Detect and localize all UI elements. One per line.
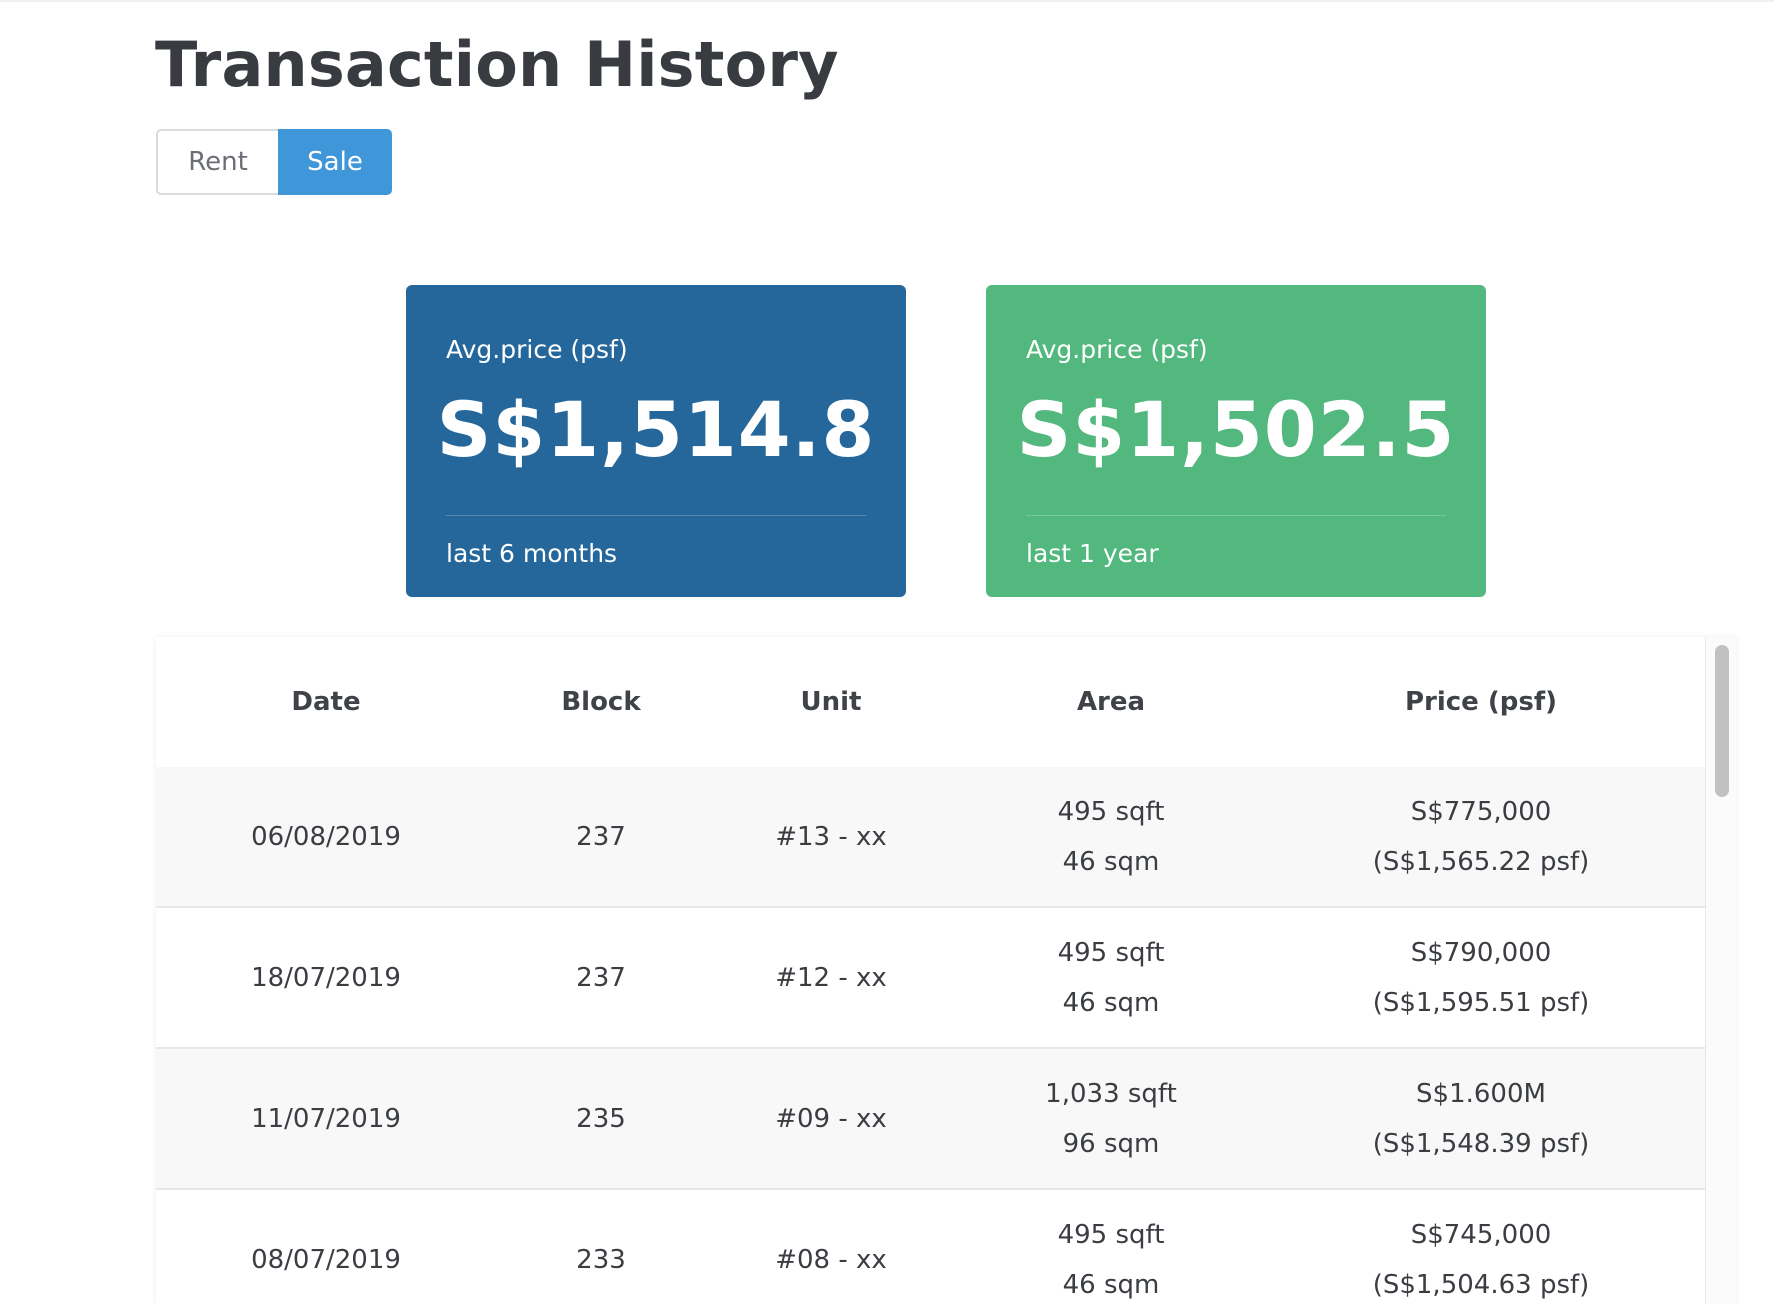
- table-row: 08/07/2019 233 #08 - xx 495 sqft 46 sqm …: [156, 1190, 1706, 1304]
- card-divider: [1026, 515, 1446, 516]
- cell-unit: #09 - xx: [775, 1103, 887, 1134]
- card-value: S$1,502.5: [1016, 385, 1456, 474]
- price-psf: (S$1,595.51 psf): [1372, 987, 1590, 1018]
- area-sqm: 46 sqm: [1062, 987, 1160, 1018]
- cell-unit: #08 - xx: [775, 1244, 887, 1275]
- card-period: last 6 months: [446, 539, 618, 568]
- area-sqm: 46 sqm: [1062, 1269, 1160, 1300]
- table-header: Date Block Unit Area Price (psf): [156, 637, 1706, 767]
- header-price[interactable]: Price (psf): [1404, 687, 1558, 717]
- cell-area: 1,033 sqft 96 sqm: [956, 1069, 1266, 1169]
- cell-price: S$745,000 (S$1,504.63 psf): [1266, 1210, 1696, 1304]
- cell-block: 233: [576, 1244, 626, 1275]
- cell-date: 06/08/2019: [251, 821, 401, 852]
- top-divider: [0, 0, 1774, 2]
- page-title: Transaction History: [155, 28, 839, 101]
- cell-block: 237: [576, 821, 626, 852]
- table-row: 06/08/2019 237 #13 - xx 495 sqft 46 sqm …: [156, 767, 1706, 908]
- area-sqm: 96 sqm: [1062, 1128, 1160, 1159]
- area-sqm: 46 sqm: [1062, 846, 1160, 877]
- cell-price: S$790,000 (S$1,595.51 psf): [1266, 928, 1696, 1028]
- table-scrollbar[interactable]: [1705, 637, 1736, 1304]
- price-psf: (S$1,548.39 psf): [1372, 1128, 1590, 1159]
- cell-area: 495 sqft 46 sqm: [956, 787, 1266, 887]
- transactions-table: Date Block Unit Area Price (psf) 06/08/2…: [156, 637, 1736, 1304]
- cell-price: S$775,000 (S$1,565.22 psf): [1266, 787, 1696, 887]
- card-period: last 1 year: [1026, 539, 1159, 568]
- price-total: S$1.600M: [1416, 1078, 1546, 1109]
- rent-sale-toggle: Rent Sale: [156, 129, 392, 195]
- rent-button[interactable]: Rent: [156, 129, 278, 195]
- cell-block: 235: [576, 1103, 626, 1134]
- card-label: Avg.price (psf): [1026, 335, 1208, 364]
- card-divider: [446, 515, 866, 516]
- cell-date: 18/07/2019: [251, 962, 401, 993]
- sale-button[interactable]: Sale: [278, 129, 392, 195]
- avg-price-1-year-card: Avg.price (psf) S$1,502.5 last 1 year: [986, 285, 1486, 597]
- cell-block: 237: [576, 962, 626, 993]
- price-total: S$775,000: [1410, 796, 1552, 827]
- table-scroll-area: Date Block Unit Area Price (psf) 06/08/2…: [156, 637, 1706, 1304]
- table-row: 18/07/2019 237 #12 - xx 495 sqft 46 sqm …: [156, 908, 1706, 1049]
- header-area[interactable]: Area: [1076, 687, 1146, 717]
- cell-area: 495 sqft 46 sqm: [956, 928, 1266, 1028]
- price-total: S$745,000: [1410, 1219, 1552, 1250]
- header-date[interactable]: Date: [291, 687, 361, 717]
- area-sqft: 1,033 sqft: [1045, 1078, 1177, 1109]
- cell-price: S$1.600M (S$1,548.39 psf): [1266, 1069, 1696, 1169]
- area-sqft: 495 sqft: [1057, 1219, 1165, 1250]
- cell-date: 11/07/2019: [251, 1103, 401, 1134]
- header-block[interactable]: Block: [561, 687, 641, 717]
- cell-area: 495 sqft 46 sqm: [956, 1210, 1266, 1304]
- card-value: S$1,514.8: [436, 385, 876, 474]
- area-sqft: 495 sqft: [1057, 937, 1165, 968]
- price-psf: (S$1,565.22 psf): [1372, 846, 1590, 877]
- avg-price-6-months-card: Avg.price (psf) S$1,514.8 last 6 months: [406, 285, 906, 597]
- table-row: 11/07/2019 235 #09 - xx 1,033 sqft 96 sq…: [156, 1049, 1706, 1190]
- price-total: S$790,000: [1410, 937, 1552, 968]
- card-label: Avg.price (psf): [446, 335, 628, 364]
- cell-date: 08/07/2019: [251, 1244, 401, 1275]
- cell-unit: #13 - xx: [775, 821, 887, 852]
- scrollbar-thumb[interactable]: [1715, 645, 1729, 797]
- cell-unit: #12 - xx: [775, 962, 887, 993]
- area-sqft: 495 sqft: [1057, 796, 1165, 827]
- header-unit[interactable]: Unit: [800, 687, 862, 717]
- price-psf: (S$1,504.63 psf): [1372, 1269, 1590, 1300]
